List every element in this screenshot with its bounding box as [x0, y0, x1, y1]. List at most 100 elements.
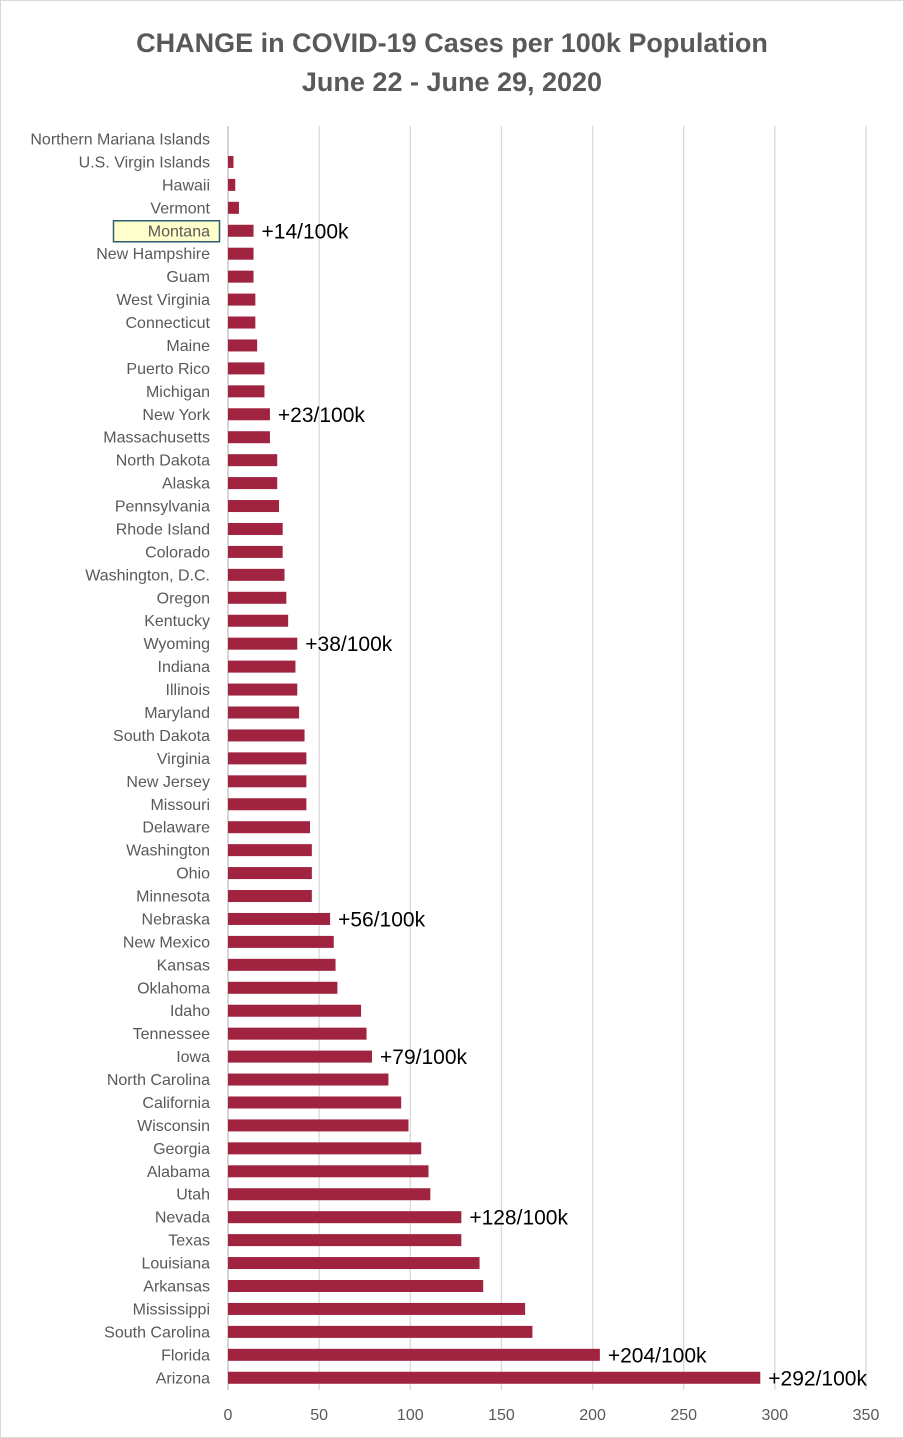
x-tick-label-250: 250: [670, 1407, 697, 1424]
category-label-arkansas: Arkansas: [143, 1279, 210, 1296]
x-tick-label-0: 0: [224, 1407, 233, 1424]
category-label-kentucky: Kentucky: [144, 613, 210, 630]
category-label-nebraska: Nebraska: [142, 911, 211, 928]
bar-kansas: [228, 958, 336, 971]
bar-iowa: [228, 1050, 373, 1063]
category-label-pennsylvania: Pennsylvania: [115, 499, 210, 516]
bar-michigan: [228, 385, 265, 398]
bars: [228, 155, 761, 1384]
category-label-indiana: Indiana: [158, 659, 211, 676]
category-label-missouri: Missouri: [150, 797, 210, 814]
category-label-idaho: Idaho: [170, 1003, 210, 1020]
bar-hawaii: [228, 178, 236, 191]
x-tick-label-50: 50: [310, 1407, 328, 1424]
bar-arkansas: [228, 1280, 484, 1292]
category-label-iowa: Iowa: [176, 1049, 210, 1066]
bar-california: [228, 1096, 402, 1109]
category-label-tennessee: Tennessee: [133, 1026, 210, 1043]
category-label-rhode-island: Rhode Island: [116, 521, 210, 538]
bar-vermont: [228, 201, 239, 214]
bar-georgia: [228, 1142, 422, 1155]
category-label-puerto-rico: Puerto Rico: [126, 361, 210, 378]
x-tick-labels: 0 50 100 150 200 250 300 350: [224, 1407, 880, 1424]
x-tick-label-200: 200: [579, 1407, 606, 1424]
bar-massachusetts: [228, 431, 270, 444]
chart-title: CHANGE in COVID-19 Cases per 100k Popula…: [136, 28, 768, 58]
bar-new-mexico: [228, 935, 334, 948]
category-label-new-jersey: New Jersey: [126, 774, 210, 791]
category-label-wyoming: Wyoming: [143, 636, 210, 653]
category-label-maryland: Maryland: [144, 705, 210, 722]
category-label-delaware: Delaware: [142, 820, 210, 837]
x-tick-label-350: 350: [853, 1407, 880, 1424]
x-tick-label-300: 300: [762, 1407, 789, 1424]
chart-subtitle: June 22 - June 29, 2020: [301, 67, 603, 97]
bar-north-dakota: [228, 454, 278, 467]
bar-tennessee: [228, 1027, 367, 1040]
bar-north-carolina: [228, 1073, 389, 1086]
bar-nevada: [228, 1211, 462, 1224]
category-label-new-hampshire: New Hampshire: [96, 246, 210, 263]
bar-south-carolina: [228, 1325, 533, 1338]
bar-utah: [228, 1188, 431, 1201]
category-label-west-virginia: West Virginia: [116, 292, 210, 309]
category-label-utah: Utah: [176, 1187, 210, 1204]
bar-new-hampshire: [228, 247, 254, 260]
bar-minnesota: [228, 890, 312, 903]
bar-puerto-rico: [228, 362, 265, 375]
category-label-louisiana: Louisiana: [142, 1256, 211, 1273]
bar-alabama: [228, 1165, 429, 1178]
category-label-georgia: Georgia: [153, 1141, 210, 1158]
bar-pennsylvania: [228, 500, 280, 513]
bar-oregon: [228, 591, 287, 604]
bar-south-dakota: [228, 729, 305, 742]
category-label-north-carolina: North Carolina: [107, 1072, 210, 1089]
category-label-northern-mariana-islands: Northern Mariana Islands: [30, 132, 210, 149]
category-label-new-york: New York: [142, 407, 211, 424]
category-label-texas: Texas: [168, 1233, 210, 1250]
category-label-south-carolina: South Carolina: [104, 1324, 210, 1341]
bar-virginia: [228, 752, 307, 765]
category-label-kansas: Kansas: [157, 957, 210, 974]
data-label-iowa: +79/100k: [380, 1046, 467, 1069]
bar-maryland: [228, 706, 300, 719]
category-label-virginia: Virginia: [157, 751, 210, 768]
data-label-wyoming: +38/100k: [305, 633, 392, 656]
category-label-ohio: Ohio: [176, 866, 210, 883]
bar-ohio: [228, 867, 312, 880]
bar-delaware: [228, 821, 311, 834]
category-label-south-dakota: South Dakota: [113, 728, 210, 745]
gridlines: [227, 126, 867, 1390]
category-label-north-dakota: North Dakota: [116, 453, 210, 470]
bar-louisiana: [228, 1257, 480, 1270]
data-label-nebraska: +56/100k: [338, 908, 425, 931]
category-label-alaska: Alaska: [162, 476, 210, 493]
bar-wisconsin: [228, 1119, 409, 1132]
bar-washington-d-c: [228, 568, 285, 581]
bar-new-york: [228, 408, 270, 421]
category-label-washington: Washington: [126, 843, 210, 860]
bar-nebraska: [228, 912, 331, 925]
bar-mississippi: [228, 1302, 526, 1315]
category-label-alabama: Alabama: [147, 1164, 210, 1181]
category-label-washington-d-c: Washington, D.C.: [85, 567, 210, 584]
bar-guam: [228, 270, 254, 283]
category-label-vermont: Vermont: [150, 200, 210, 217]
category-label-california: California: [142, 1095, 210, 1112]
data-labels: +14/100k +23/100k +38/100k +56/100k +79/100k…: [262, 220, 868, 1390]
category-label-oregon: Oregon: [157, 590, 210, 607]
bar-connecticut: [228, 316, 256, 329]
data-label-florida: +204/100k: [608, 1344, 707, 1367]
bar-new-jersey: [228, 775, 307, 788]
bar-maine: [228, 339, 258, 352]
data-label-montana: +14/100k: [262, 220, 349, 243]
bar-alaska: [228, 477, 278, 490]
category-label-u-s-virgin-islands: U.S. Virgin Islands: [79, 154, 210, 171]
category-label-connecticut: Connecticut: [126, 315, 211, 332]
bar-washington: [228, 844, 312, 857]
category-label-maine: Maine: [166, 338, 210, 355]
category-label-wisconsin: Wisconsin: [137, 1118, 210, 1135]
bar-indiana: [228, 660, 296, 673]
bar-texas: [228, 1234, 462, 1247]
